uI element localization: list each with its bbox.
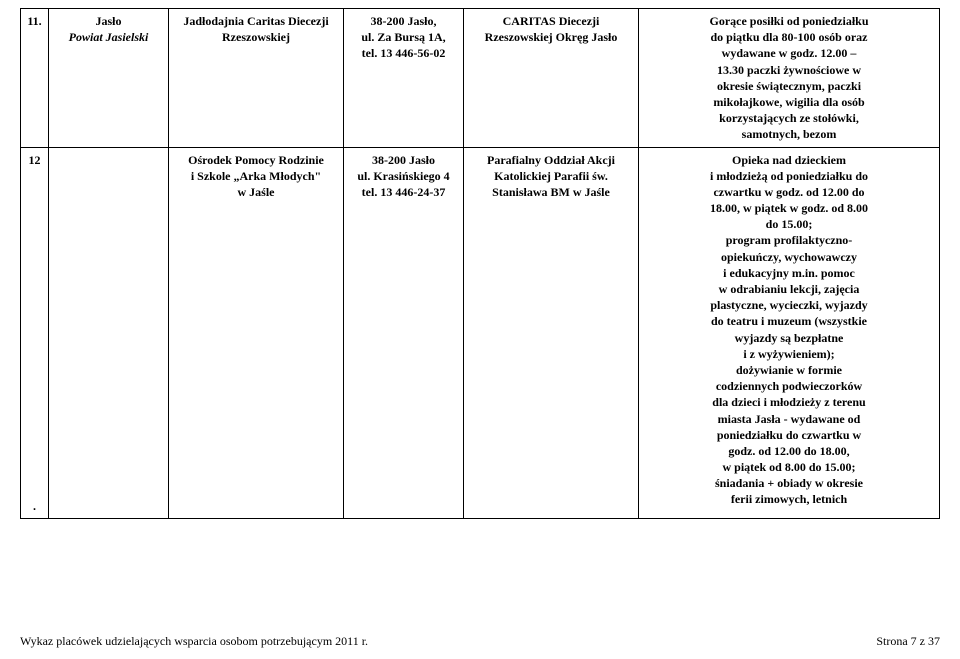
addr-line: ul. Za Bursą 1A, xyxy=(350,29,457,45)
desc-line: wydawane w godz. 12.00 – xyxy=(645,45,933,61)
addr-line: 38-200 Jasło xyxy=(350,152,457,168)
page-footer: Wykaz placówek udzielających wsparcia os… xyxy=(20,634,940,649)
desc-line: śniadania + obiady w okresie xyxy=(645,475,933,491)
desc-line: Gorące posiłki od poniedziałku xyxy=(645,13,933,29)
desc-line: w odrabianiu lekcji, zajęcia xyxy=(645,281,933,297)
place-line: Jasło xyxy=(55,13,162,29)
desc-line: okresie świątecznym, paczki xyxy=(645,78,933,94)
desc-line: wyjazdy są bezpłatne xyxy=(645,330,933,346)
place-line: Powiat Jasielski xyxy=(55,29,162,45)
desc-line: plastyczne, wycieczki, wyjazdy xyxy=(645,297,933,313)
op-line: Stanisława BM w Jaśle xyxy=(470,184,632,200)
org-line: Ośrodek Pomocy Rodzinie xyxy=(175,152,337,168)
addr-line: tel. 13 446-56-02 xyxy=(350,45,457,61)
desc-line: Opieka nad dzieckiem xyxy=(645,152,933,168)
op-line: Parafialny Oddział Akcji xyxy=(470,152,632,168)
cell-operator: CARITAS Diecezji Rzeszowskiej Okręg Jasł… xyxy=(464,9,639,148)
row-number: 11. xyxy=(27,14,41,28)
desc-line: dla dzieci i młodzieży z terenu xyxy=(645,394,933,410)
addr-line: 38-200 Jasło, xyxy=(350,13,457,29)
footer-page-number: Strona 7 z 37 xyxy=(876,634,940,649)
cell-place xyxy=(49,147,169,518)
org-line: Rzeszowskiej xyxy=(175,29,337,45)
row-number: 12 xyxy=(27,152,42,168)
desc-line: 18.00, w piątek w godz. od 8.00 xyxy=(645,200,933,216)
desc-line: codziennych podwieczorków xyxy=(645,378,933,394)
cell-number: 11. xyxy=(21,9,49,148)
row-number-dot: . xyxy=(27,498,42,514)
desc-line: czwartku w godz. od 12.00 do xyxy=(645,184,933,200)
cell-place: Jasło Powiat Jasielski xyxy=(49,9,169,148)
addr-line: ul. Krasińskiego 4 xyxy=(350,168,457,184)
desc-line: ferii zimowych, letnich xyxy=(645,491,933,507)
desc-line: do teatru i muzeum (wszystkie xyxy=(645,313,933,329)
footer-title: Wykaz placówek udzielających wsparcia os… xyxy=(20,634,368,649)
op-line: Katolickiej Parafii św. xyxy=(470,168,632,184)
addr-line: tel. 13 446-24-37 xyxy=(350,184,457,200)
desc-line: i młodzieżą od poniedziałku do xyxy=(645,168,933,184)
desc-line: do 15.00; xyxy=(645,216,933,232)
op-line: CARITAS Diecezji xyxy=(470,13,632,29)
table-row: 11. Jasło Powiat Jasielski Jadłodajnia C… xyxy=(21,9,940,148)
cell-organization: Jadłodajnia Caritas Diecezji Rzeszowskie… xyxy=(169,9,344,148)
desc-line: godz. od 12.00 do 18.00, xyxy=(645,443,933,459)
desc-line: opiekuńczy, wychowawczy xyxy=(645,249,933,265)
op-line: Rzeszowskiej Okręg Jasło xyxy=(470,29,632,45)
desc-line: w piątek od 8.00 do 15.00; xyxy=(645,459,933,475)
cell-operator: Parafialny Oddział Akcji Katolickiej Par… xyxy=(464,147,639,518)
desc-line: miasta Jasła - wydawane od xyxy=(645,411,933,427)
desc-line: poniedziałku do czwartku w xyxy=(645,427,933,443)
desc-line: mikołajkowe, wigilia dla osób xyxy=(645,94,933,110)
desc-line: korzystających ze stołówki, xyxy=(645,110,933,126)
desc-line: i z wyżywieniem); xyxy=(645,346,933,362)
table-row: 12 . Ośrodek Pomocy Rodzinie i Szkole „A… xyxy=(21,147,940,518)
cell-description: Gorące posiłki od poniedziałku do piątku… xyxy=(639,9,940,148)
org-line: Jadłodajnia Caritas Diecezji xyxy=(175,13,337,29)
cell-address: 38-200 Jasło, ul. Za Bursą 1A, tel. 13 4… xyxy=(344,9,464,148)
org-line: w Jaśle xyxy=(175,184,337,200)
cell-number: 12 . xyxy=(21,147,49,518)
desc-line: do piątku dla 80-100 osób oraz xyxy=(645,29,933,45)
org-line: i Szkole „Arka Młodych" xyxy=(175,168,337,184)
desc-line: i edukacyjny m.in. pomoc xyxy=(645,265,933,281)
desc-line: program profilaktyczno- xyxy=(645,232,933,248)
desc-line: 13.30 paczki żywnościowe w xyxy=(645,62,933,78)
desc-line: dożywianie w formie xyxy=(645,362,933,378)
data-table: 11. Jasło Powiat Jasielski Jadłodajnia C… xyxy=(20,8,940,519)
cell-address: 38-200 Jasło ul. Krasińskiego 4 tel. 13 … xyxy=(344,147,464,518)
cell-organization: Ośrodek Pomocy Rodzinie i Szkole „Arka M… xyxy=(169,147,344,518)
cell-description: Opieka nad dzieckiem i młodzieżą od poni… xyxy=(639,147,940,518)
desc-line: samotnych, bezom xyxy=(645,126,933,142)
